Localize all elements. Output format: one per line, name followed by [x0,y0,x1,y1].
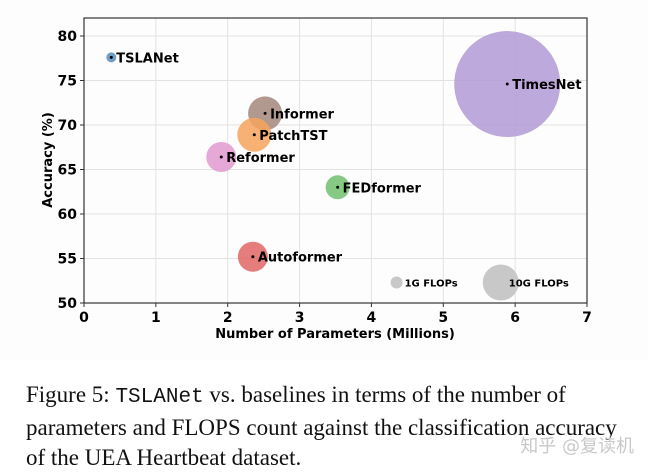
bubble-label: Informer [270,107,334,122]
x-tick-label: 6 [510,310,520,326]
x-tick-label: 3 [295,310,305,326]
watermark: 知乎 @复读机 [520,436,634,457]
y-axis-label: Accuracy (%) [41,112,56,208]
bubble-label: FEDformer [343,181,422,196]
figure: TSLANet Informer PatchTST Reformer FEDformer… [41,17,592,342]
y-tick-label: 55 [58,252,77,268]
x-tick-label: 1 [151,310,161,326]
x-tick-label: 7 [582,310,592,326]
legend-label: 1G FLOPs [405,279,458,290]
legend-item: 10G FLOPs [482,264,569,301]
bubble-fedformer: FEDformer [325,175,422,200]
x-tick-label: 0 [79,310,89,326]
legend-item: 1G FLOPs [390,276,458,290]
caption-prefix: Figure 5: [26,382,116,407]
y-tick-label: 50 [58,296,78,312]
y-axis-ticks: 50 55 60 65 70 75 80 [58,29,84,312]
bubble-label: PatchTST [259,129,327,144]
y-tick-label: 65 [58,163,77,179]
x-tick-label: 2 [223,310,233,326]
bubble-label: Autoformer [258,251,343,266]
bubble-autoformer: Autoformer [237,241,343,272]
bubble-label: TimesNet [512,78,581,93]
bubbles: TSLANet Informer PatchTST Reformer FEDformer… [106,31,582,272]
y-tick-label: 75 [58,74,77,90]
bubble-label: TSLANet [116,51,179,66]
bubble-patchtst: PatchTST [237,117,328,152]
x-tick-label: 5 [438,310,448,326]
bubble-chart: TSLANet Informer PatchTST Reformer FEDformer… [41,17,592,342]
bubble-tslanet: TSLANet [106,51,179,66]
plot-frame [83,17,588,304]
bubble-reformer: Reformer [206,142,295,173]
x-axis-ticks: 0 1 2 3 4 5 6 7 [79,303,592,326]
x-tick-label: 4 [367,310,377,326]
figure-caption: Figure 5: TSLANet vs. baselines in terms… [26,380,626,473]
y-tick-label: 70 [58,118,78,134]
flops-legend: 1G FLOPs 10G FLOPs [390,264,569,301]
y-tick-label: 80 [58,29,78,45]
caption-model-name: TSLANet [115,386,204,409]
legend-label: 10G FLOPs [509,279,569,290]
bubble-timesnet: TimesNet [454,31,582,138]
y-tick-label: 60 [58,207,78,223]
bubble-label: Reformer [226,151,295,166]
x-axis-label: Number of Parameters (Millions) [215,327,455,342]
caption-body: vs. baselines in terms of the number of … [26,382,617,470]
